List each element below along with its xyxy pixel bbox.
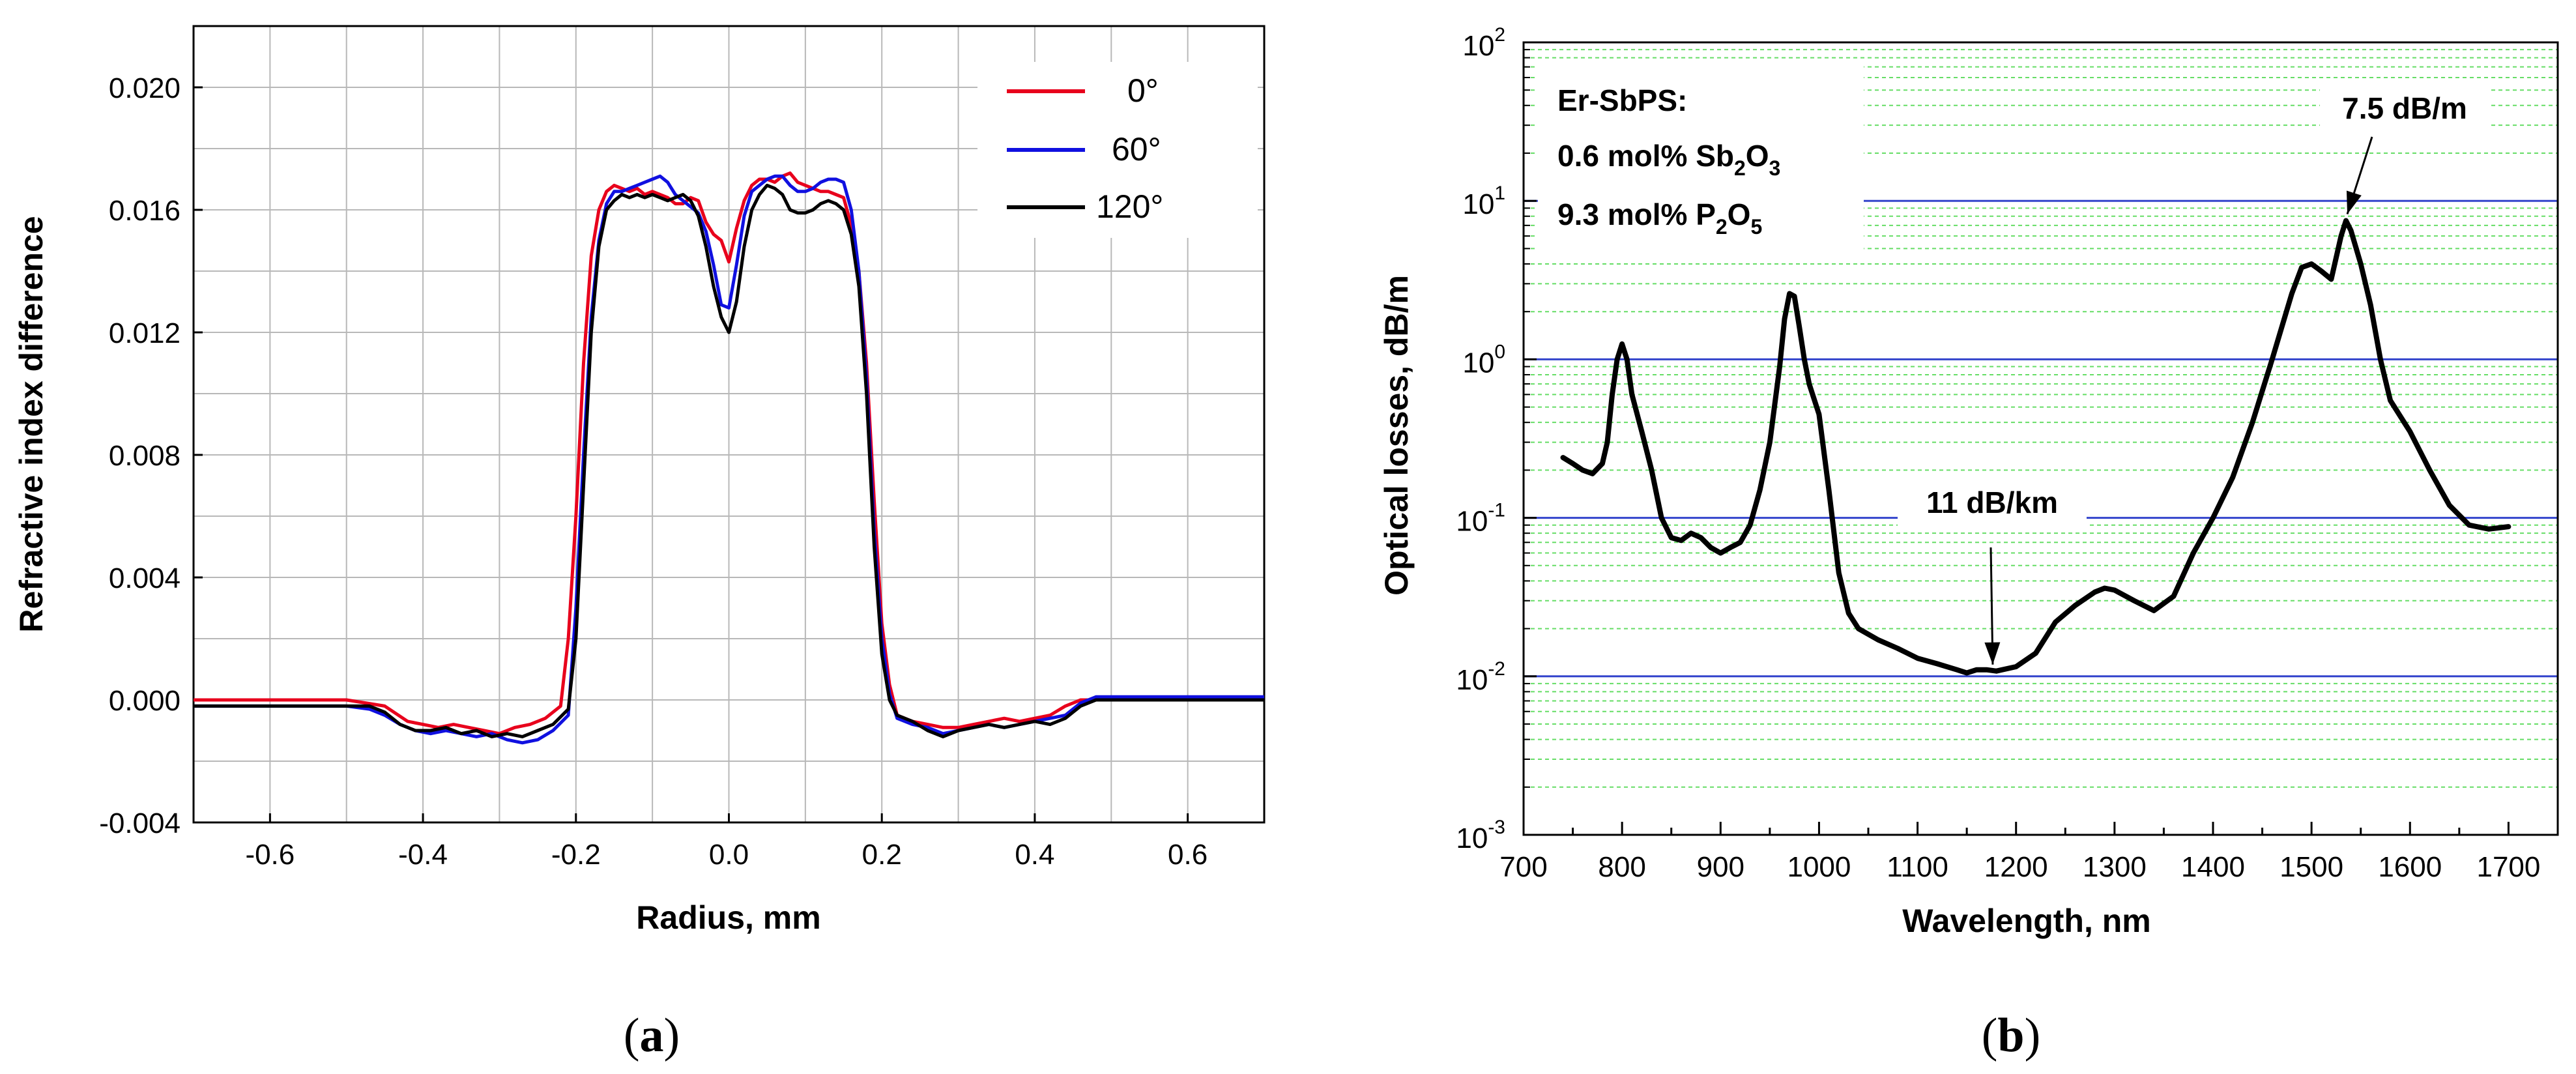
y-tick-label: 0.000 bbox=[109, 685, 181, 717]
x-tick-label: 1200 bbox=[1984, 851, 2048, 883]
x-tick-label: -0.6 bbox=[245, 839, 295, 871]
x-tick-label: 1400 bbox=[2181, 851, 2245, 883]
line2-text: 0.6 mol% Sb bbox=[1557, 139, 1734, 173]
line2-sub2: 3 bbox=[1769, 156, 1781, 180]
x-tick-label: 900 bbox=[1697, 851, 1744, 883]
panel-b-reference-lines bbox=[1524, 199, 2558, 678]
y-tick-base: 10 bbox=[1456, 822, 1488, 854]
panel-b-ticks: 700 800 900 1000 1100 1200 1300 1400 1500 1600 170… bbox=[1456, 24, 2559, 883]
y-tick-base: 10 bbox=[1462, 188, 1494, 220]
y-tick-exponent: 0 bbox=[1494, 341, 1505, 362]
textbox-line-3: 9.3 mol% P2O5 bbox=[1557, 197, 1762, 239]
panel-a-legend: 0° 60° 120° bbox=[977, 62, 1258, 238]
x-tick-label: 1100 bbox=[1887, 851, 1948, 883]
y-tick-label: 101 bbox=[1462, 182, 1505, 220]
y-tick-exponent: -2 bbox=[1488, 658, 1505, 680]
y-tick-base: 10 bbox=[1462, 347, 1494, 379]
textbox-line-1: Er-SbPS: bbox=[1557, 83, 1687, 117]
panel-b-series bbox=[1560, 218, 2511, 676]
panel-a-x-axis-title: Radius, mm bbox=[636, 899, 820, 936]
line3-sub2: 5 bbox=[1750, 215, 1762, 239]
y-tick-label: 0.012 bbox=[109, 317, 181, 349]
y-tick-label: 100 bbox=[1462, 341, 1505, 379]
y-tick-exponent: -1 bbox=[1488, 500, 1505, 521]
line3-mid: O bbox=[1728, 197, 1751, 231]
caption-close-paren: ) bbox=[664, 1009, 680, 1062]
line3-sub1: 2 bbox=[1716, 215, 1728, 239]
series-line-0 bbox=[194, 171, 1264, 736]
caption-letter: b bbox=[1997, 1009, 2024, 1062]
x-tick-label: 0.0 bbox=[709, 839, 749, 871]
caption-close-paren: ) bbox=[2025, 1009, 2041, 1062]
y-tick-label: 10-3 bbox=[1456, 817, 1505, 854]
line3-text: 9.3 mol% P bbox=[1557, 197, 1716, 231]
y-tick-exponent: 2 bbox=[1494, 24, 1505, 46]
loss-spectrum-line bbox=[1560, 218, 2511, 676]
legend-label-120deg: 120° bbox=[1096, 188, 1163, 225]
panel-a-y-axis-title: Refractive index difference bbox=[13, 216, 50, 632]
annotation-7.5-background bbox=[2320, 78, 2489, 137]
x-tick-label: 800 bbox=[1598, 851, 1645, 883]
panel-b-plot-frame bbox=[1522, 41, 2559, 836]
panel-b-y-axis-title: Optical losses, dB/m bbox=[1378, 275, 1415, 596]
x-tick-label: -0.2 bbox=[551, 839, 601, 871]
legend-label-60deg: 60° bbox=[1112, 131, 1161, 167]
panel-b: Er-SbPS: 0.6 mol% Sb2O3 9.3 mol% P2O5 70… bbox=[1378, 24, 2559, 1062]
legend-label-0deg: 0° bbox=[1127, 72, 1159, 109]
x-tick-label: 0.6 bbox=[1168, 839, 1208, 871]
y-tick-label: 10-2 bbox=[1456, 658, 1505, 696]
caption-open-paren: ( bbox=[1982, 1009, 1998, 1062]
x-tick-label: 1300 bbox=[2083, 851, 2147, 883]
y-tick-label: 0.004 bbox=[109, 562, 181, 594]
y-tick-label: 0.016 bbox=[109, 195, 181, 227]
y-tick-label: 10-1 bbox=[1456, 500, 1505, 538]
panel-b-x-axis-title: Wavelength, nm bbox=[1902, 903, 2151, 939]
y-tick-base: 10 bbox=[1456, 664, 1488, 696]
annotation-arrow-11-head bbox=[1984, 642, 2001, 665]
x-tick-label: 700 bbox=[1499, 851, 1547, 883]
line2-mid: O bbox=[1746, 139, 1769, 173]
annotation-11-background bbox=[1898, 476, 2087, 528]
x-tick-label: 1000 bbox=[1787, 851, 1851, 883]
annotation-11-label: 11 dB/km bbox=[1926, 486, 2058, 519]
textbox-line-2: 0.6 mol% Sb2O3 bbox=[1557, 139, 1780, 180]
x-tick-label: 0.4 bbox=[1015, 839, 1054, 871]
y-tick-exponent: 1 bbox=[1494, 182, 1505, 204]
panel-a-caption: (a) bbox=[624, 1009, 680, 1062]
y-tick-base: 10 bbox=[1456, 506, 1488, 538]
x-tick-label: 1500 bbox=[2279, 851, 2343, 883]
panel-a-series bbox=[194, 171, 1264, 745]
x-tick-label: 1600 bbox=[2378, 851, 2442, 883]
panel-b-textbox: Er-SbPS: 0.6 mol% Sb2O3 9.3 mol% P2O5 bbox=[1538, 59, 1864, 261]
y-tick-exponent: -3 bbox=[1488, 817, 1505, 838]
textbox-background bbox=[1538, 59, 1864, 261]
series-line-2 bbox=[194, 183, 1264, 738]
caption-open-paren: ( bbox=[624, 1009, 640, 1062]
y-tick-base: 10 bbox=[1462, 30, 1494, 62]
annotation-arrow-7.5-head bbox=[2346, 190, 2362, 214]
x-tick-label: 1700 bbox=[2476, 851, 2540, 883]
y-tick-label: 0.020 bbox=[109, 72, 181, 104]
caption-letter: a bbox=[640, 1009, 664, 1062]
y-tick-label: 102 bbox=[1462, 24, 1505, 62]
panel-a-ticks: -0.6 -0.4 -0.2 0.0 0.2 0.4 0.6 -0.004 0.000 0.004… bbox=[99, 72, 1208, 871]
panel-b-caption: (b) bbox=[1982, 1009, 2040, 1062]
y-tick-label: -0.004 bbox=[99, 807, 181, 839]
x-tick-label: 0.2 bbox=[862, 839, 902, 871]
annotation-7.5-label: 7.5 dB/m bbox=[2342, 91, 2467, 125]
y-tick-label: 0.008 bbox=[109, 440, 181, 472]
line2-sub1: 2 bbox=[1734, 156, 1746, 180]
panel-a: -0.6 -0.4 -0.2 0.0 0.2 0.4 0.6 -0.004 0.000 0.004… bbox=[13, 25, 1266, 1062]
x-tick-label: -0.4 bbox=[398, 839, 448, 871]
panel-b-annotation-arrows bbox=[1984, 136, 2373, 665]
